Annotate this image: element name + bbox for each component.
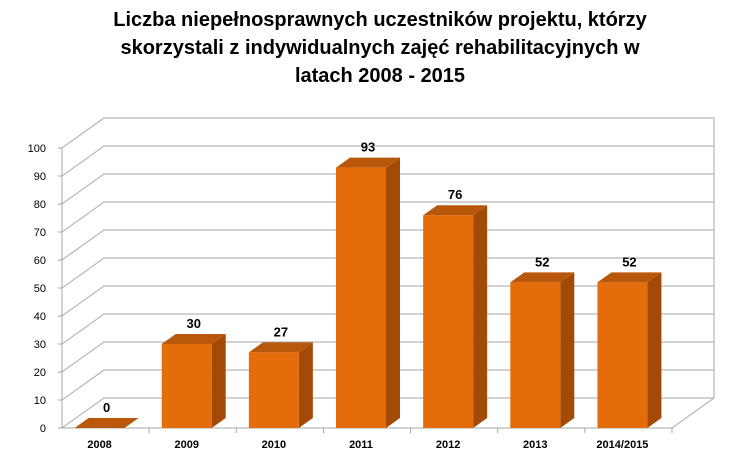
y-tick-label: 30 [34,339,46,351]
bar-side [298,342,313,428]
y-tick-label: 10 [34,395,46,407]
chart-title-line: latach 2008 - 2015 [294,65,466,87]
bar [248,352,299,428]
y-tick-label: 60 [34,255,46,267]
bar-top [74,418,139,428]
y-tick-label: 90 [34,171,46,183]
x-axis-ticks: 2008 2009 2010 2011 2012 2013 2014/2015 [87,428,673,451]
bar-top [161,334,226,344]
bar-side [560,272,575,428]
x-tick-label: 2012 [436,439,460,451]
chart-title-line: Liczba niepełnosprawnych uczestników pro… [113,9,647,31]
floor-edge [671,397,715,429]
bar [510,282,561,428]
data-label: 76 [448,187,462,202]
side-wall-gridline [61,257,105,289]
y-tick-label: 50 [34,283,46,295]
y-tick-label: 20 [34,367,46,379]
bar-top [597,272,662,283]
side-wall-gridline [61,201,105,233]
y-axis-ticks: 0 10 20 30 40 50 60 70 80 90 100 [28,143,62,435]
data-label: 0 [103,400,110,415]
data-labels: 0 30 27 93 76 52 52 [103,140,637,415]
bar-top [336,157,400,168]
bar [161,344,212,428]
chart-title-line: skorzystali z indywidualnych zajęć rehab… [120,37,640,59]
side-wall-gridline [61,341,105,373]
bar [423,215,474,428]
bar-top [248,342,313,353]
x-tick-label: 2010 [262,439,286,451]
x-tick-label: 2014/2015 [596,439,648,451]
x-tick-label: 2009 [174,439,198,451]
y-tick-label: 70 [34,227,46,239]
x-tick-label: 2008 [87,439,111,451]
data-label: 27 [274,324,288,339]
y-tick-label: 80 [34,199,46,211]
side-wall-gridline [61,397,105,429]
bar [597,282,648,428]
bars [74,157,662,428]
data-label: 52 [622,254,636,269]
side-wall-gridline [61,229,105,261]
bar-side [647,272,662,428]
side-wall-gridline [61,173,105,205]
y-tick-label: 0 [40,423,46,435]
x-tick-label: 2013 [523,439,547,451]
data-label: 52 [535,254,549,269]
side-wall-gridline [61,369,105,401]
y-tick-label: 100 [28,143,46,155]
chart-title: Liczba niepełnosprawnych uczestników pro… [40,6,720,90]
side-wall-gridline [61,285,105,317]
bar-top [510,272,575,283]
bar [336,167,386,428]
side-wall-gridline [61,145,105,177]
bar-side [473,205,488,428]
bar-side [386,157,400,428]
bar-top [423,205,488,216]
side-wall-gridline [61,117,105,149]
data-label: 93 [361,140,375,155]
y-tick-label: 40 [34,311,46,323]
bar-side [211,334,226,428]
side-wall-gridline [61,313,105,345]
x-tick-label: 2011 [349,439,373,451]
data-label: 30 [186,316,200,331]
